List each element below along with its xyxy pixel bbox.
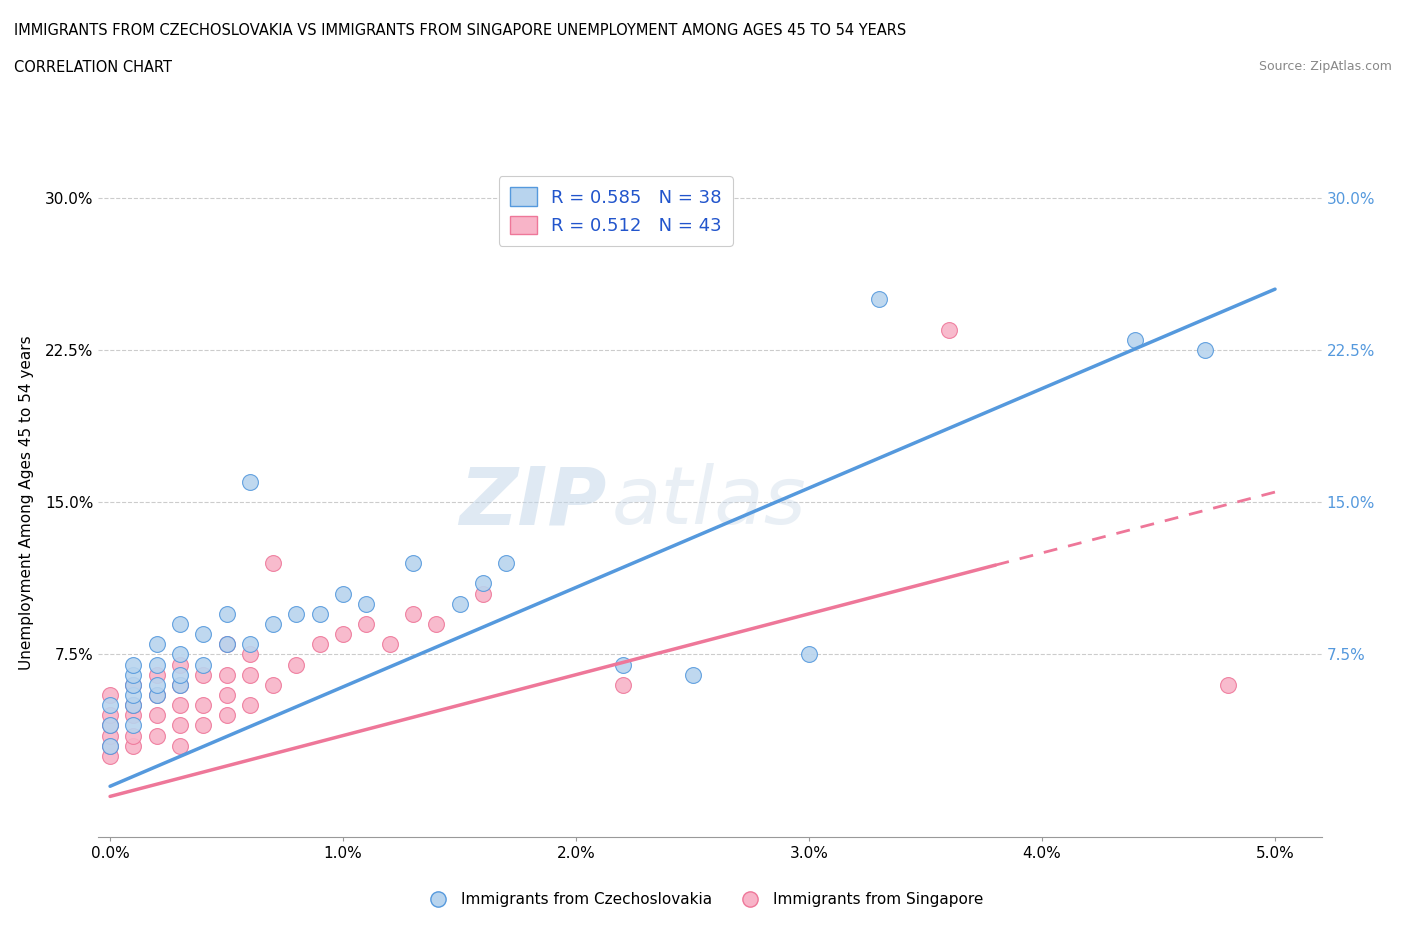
Point: [308, 606, 330, 621]
Point: [122, 708, 145, 723]
Point: [378, 637, 401, 652]
Point: [471, 576, 494, 591]
Point: [193, 658, 215, 672]
Point: [145, 728, 167, 743]
Point: [215, 708, 238, 723]
Point: [239, 647, 262, 662]
Point: [122, 677, 145, 692]
Legend: R = 0.585   N = 38, R = 0.512   N = 43: R = 0.585 N = 38, R = 0.512 N = 43: [499, 177, 733, 246]
Point: [402, 606, 425, 621]
Text: Source: ZipAtlas.com: Source: ZipAtlas.com: [1258, 60, 1392, 73]
Point: [285, 658, 308, 672]
Point: [169, 718, 191, 733]
Point: [169, 698, 191, 712]
Point: [1123, 332, 1146, 347]
Point: [1194, 342, 1216, 357]
Point: [169, 658, 191, 672]
Point: [868, 292, 890, 307]
Point: [193, 718, 215, 733]
Point: [332, 627, 354, 642]
Point: [98, 698, 121, 712]
Point: [169, 738, 191, 753]
Point: [308, 637, 330, 652]
Point: [262, 555, 284, 570]
Point: [98, 738, 121, 753]
Point: [122, 687, 145, 702]
Point: [239, 474, 262, 489]
Point: [215, 637, 238, 652]
Point: [262, 677, 284, 692]
Point: [145, 687, 167, 702]
Point: [356, 617, 378, 631]
Text: atlas: atlas: [612, 463, 807, 541]
Point: [169, 647, 191, 662]
Point: [332, 586, 354, 601]
Point: [145, 677, 167, 692]
Point: [122, 677, 145, 692]
Point: [495, 555, 517, 570]
Point: [239, 667, 262, 682]
Point: [193, 698, 215, 712]
Point: [938, 323, 960, 338]
Point: [215, 687, 238, 702]
Point: [122, 667, 145, 682]
Point: [122, 698, 145, 712]
Point: [215, 637, 238, 652]
Point: [98, 708, 121, 723]
Point: [356, 596, 378, 611]
Point: [402, 555, 425, 570]
Point: [98, 718, 121, 733]
Point: [98, 749, 121, 764]
Point: [239, 637, 262, 652]
Text: CORRELATION CHART: CORRELATION CHART: [14, 60, 172, 75]
Point: [193, 627, 215, 642]
Point: [285, 606, 308, 621]
Point: [612, 658, 634, 672]
Text: ZIP: ZIP: [458, 463, 606, 541]
Point: [1218, 677, 1240, 692]
Point: [262, 617, 284, 631]
Point: [122, 698, 145, 712]
Point: [122, 718, 145, 733]
Point: [471, 586, 494, 601]
Point: [122, 658, 145, 672]
Text: IMMIGRANTS FROM CZECHOSLOVAKIA VS IMMIGRANTS FROM SINGAPORE UNEMPLOYMENT AMONG A: IMMIGRANTS FROM CZECHOSLOVAKIA VS IMMIGR…: [14, 23, 907, 38]
Legend: Immigrants from Czechoslovakia, Immigrants from Singapore: Immigrants from Czechoslovakia, Immigran…: [416, 886, 990, 913]
Point: [169, 617, 191, 631]
Point: [215, 667, 238, 682]
Point: [449, 596, 471, 611]
Point: [425, 617, 447, 631]
Point: [145, 687, 167, 702]
Point: [145, 667, 167, 682]
Point: [612, 677, 634, 692]
Point: [98, 738, 121, 753]
Point: [145, 658, 167, 672]
Point: [98, 718, 121, 733]
Point: [145, 637, 167, 652]
Point: [98, 728, 121, 743]
Point: [145, 708, 167, 723]
Point: [215, 606, 238, 621]
Point: [169, 667, 191, 682]
Point: [193, 667, 215, 682]
Point: [98, 687, 121, 702]
Point: [682, 667, 704, 682]
Point: [239, 698, 262, 712]
Point: [169, 677, 191, 692]
Point: [169, 677, 191, 692]
Point: [797, 647, 820, 662]
Point: [122, 728, 145, 743]
Y-axis label: Unemployment Among Ages 45 to 54 years: Unemployment Among Ages 45 to 54 years: [18, 335, 34, 670]
Point: [122, 738, 145, 753]
